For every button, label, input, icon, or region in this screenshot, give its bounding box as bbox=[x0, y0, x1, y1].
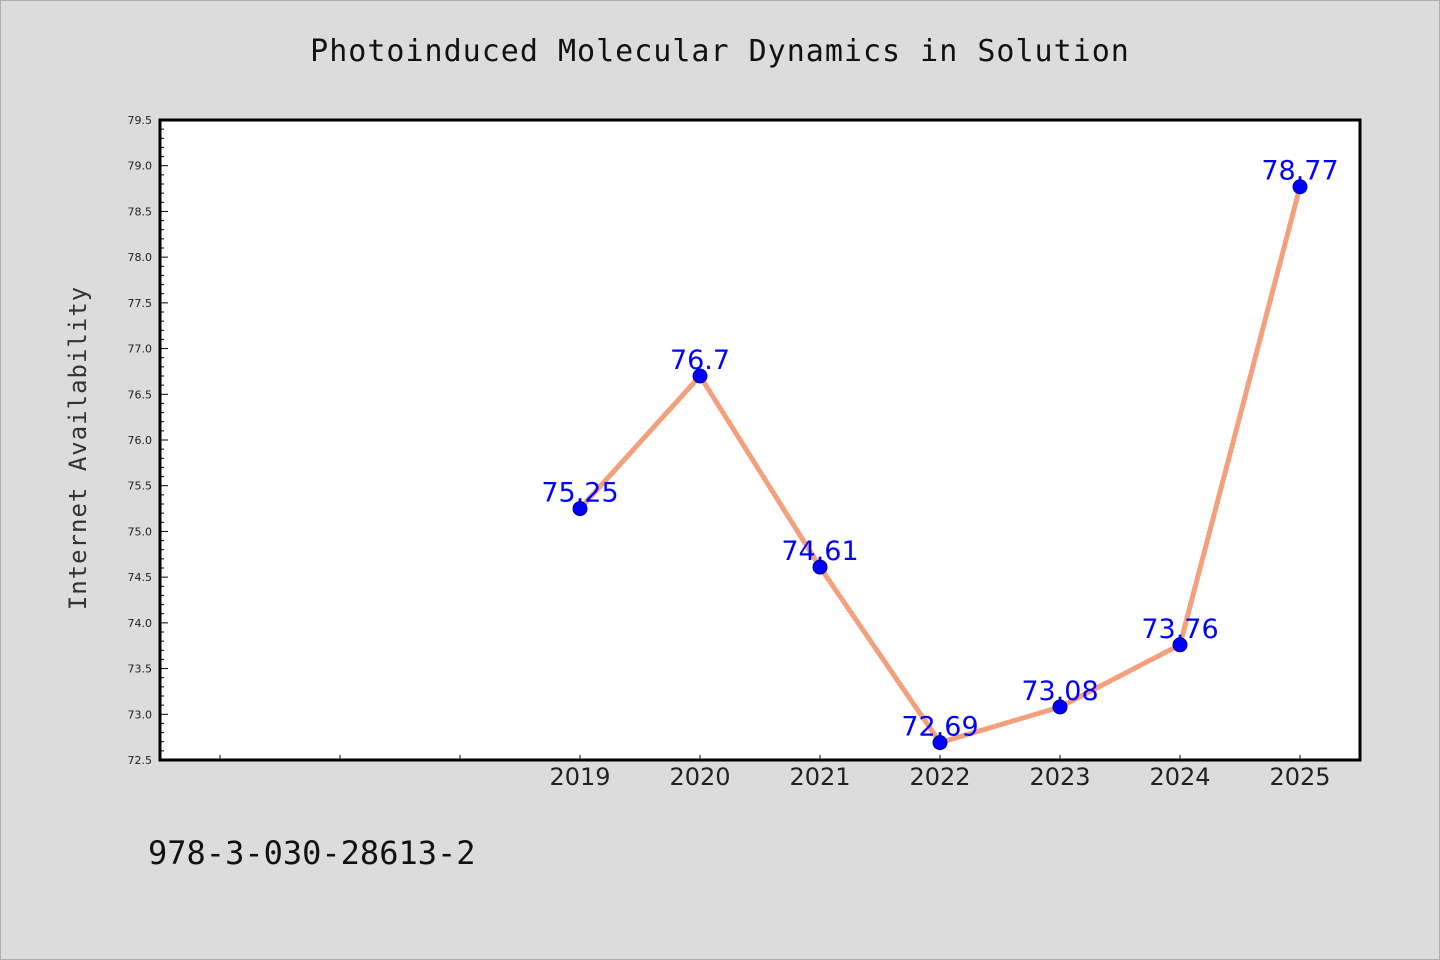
x-tick-label: 2024 bbox=[1149, 763, 1210, 791]
plot-area bbox=[158, 118, 1362, 762]
y-tick-label: 77.5 bbox=[128, 297, 153, 310]
y-tick-label: 73.5 bbox=[128, 663, 153, 676]
y-tick-label: 73.0 bbox=[128, 708, 153, 721]
chart-title: Photoinduced Molecular Dynamics in Solut… bbox=[310, 34, 1130, 69]
y-tick-label: 79.0 bbox=[128, 160, 153, 173]
y-axis: 72.5 73.0 73.5 74.0 74.5 75.0 75.5 76.0 76.5 77.0… bbox=[128, 114, 168, 767]
y-tick-label: 78.0 bbox=[128, 251, 153, 264]
x-tick-label: 2023 bbox=[1029, 763, 1090, 791]
y-tick-label: 76.0 bbox=[128, 434, 153, 447]
y-tick-label: 72.5 bbox=[128, 754, 153, 767]
isbn-footnote: 978-3-030-28613-2 bbox=[148, 834, 476, 872]
x-tick-label: 2019 bbox=[549, 763, 610, 791]
y-tick-label: 74.5 bbox=[128, 571, 153, 584]
data-point bbox=[1052, 699, 1068, 715]
data-label: 73.08 bbox=[1021, 676, 1098, 707]
x-tick-label: 2025 bbox=[1269, 763, 1330, 791]
data-markers bbox=[572, 179, 1308, 751]
y-tick-label: 79.5 bbox=[128, 114, 153, 127]
data-point bbox=[1292, 179, 1308, 195]
y-tick-label: 78.5 bbox=[128, 205, 153, 218]
data-point bbox=[572, 501, 588, 517]
y-tick-label: 77.0 bbox=[128, 343, 153, 356]
data-point bbox=[932, 735, 948, 751]
x-tick-label: 2020 bbox=[669, 763, 730, 791]
data-label: 76.7 bbox=[670, 345, 730, 376]
data-point bbox=[812, 559, 828, 575]
data-label: 72.69 bbox=[901, 712, 978, 743]
y-tick-label: 75.0 bbox=[128, 525, 153, 538]
y-tick-label: 75.5 bbox=[128, 480, 153, 493]
x-tick-label: 2022 bbox=[909, 763, 970, 791]
y-tick-label: 74.0 bbox=[128, 617, 153, 630]
data-label: 78.77 bbox=[1261, 156, 1338, 187]
data-labels: 75.25 76.7 74.61 72.69 73.08 73.76 78.77 bbox=[541, 156, 1338, 743]
x-axis: 2019 2020 2021 2022 2023 2024 2025 bbox=[219, 755, 1331, 791]
x-tick-label: 2021 bbox=[789, 763, 850, 791]
data-label: 74.61 bbox=[781, 536, 858, 567]
data-point bbox=[692, 368, 708, 384]
y-tick-label: 76.5 bbox=[128, 388, 153, 401]
data-label: 75.25 bbox=[541, 478, 618, 509]
data-point bbox=[1172, 637, 1188, 653]
data-label: 73.76 bbox=[1141, 614, 1218, 645]
